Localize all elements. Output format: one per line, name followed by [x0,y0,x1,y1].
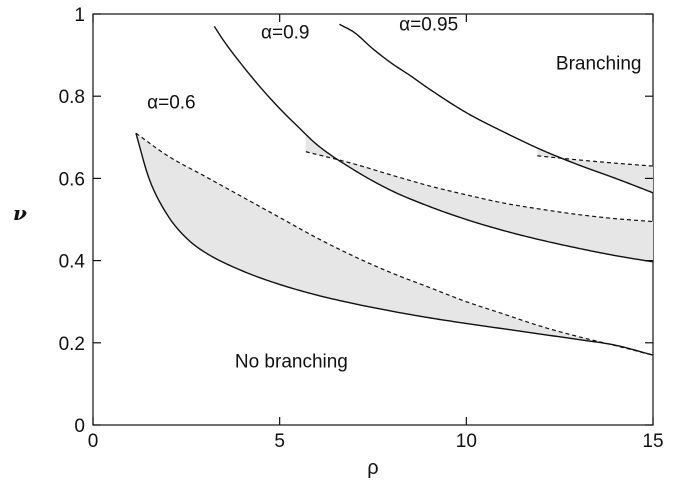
y-tick-label: 0.8 [59,87,85,108]
solid-curve-alpha-0-9 [213,25,654,263]
x-tick-label: 10 [456,431,477,452]
annotation-label: α=0.95 [399,14,458,35]
x-tick-label: 15 [642,431,663,452]
solid-curve-alpha-0-6 [135,133,654,356]
dashed-curve-alpha-0-9 [305,151,654,223]
plot-area-frame [92,13,654,426]
annotation-label: α=0.9 [261,23,310,44]
dashed-curve-alpha-0-6 [135,132,654,356]
shaded-region-alpha-0-6 [135,133,653,356]
x-tick-label: 0 [88,431,99,452]
y-tick-label: 0 [74,416,85,437]
y-tick-label: 0.2 [59,334,85,355]
y-tick-label: 1 [74,5,85,26]
y-axis-label: ν [13,201,27,225]
y-tick-label: 0.4 [59,252,86,273]
annotation-label: α=0.6 [147,93,196,114]
annotation-label: No branching [235,351,348,372]
annotation-label: Branching [556,53,642,74]
dashed-curve-alpha-0-95 [537,155,654,167]
y-tick-label: 0.6 [59,169,85,190]
x-tick-label: 5 [274,431,285,452]
x-axis-label: ρ [367,457,378,479]
solid-curve-alpha-0-95 [339,23,654,194]
shaded-region-alpha-0-9 [305,134,653,262]
